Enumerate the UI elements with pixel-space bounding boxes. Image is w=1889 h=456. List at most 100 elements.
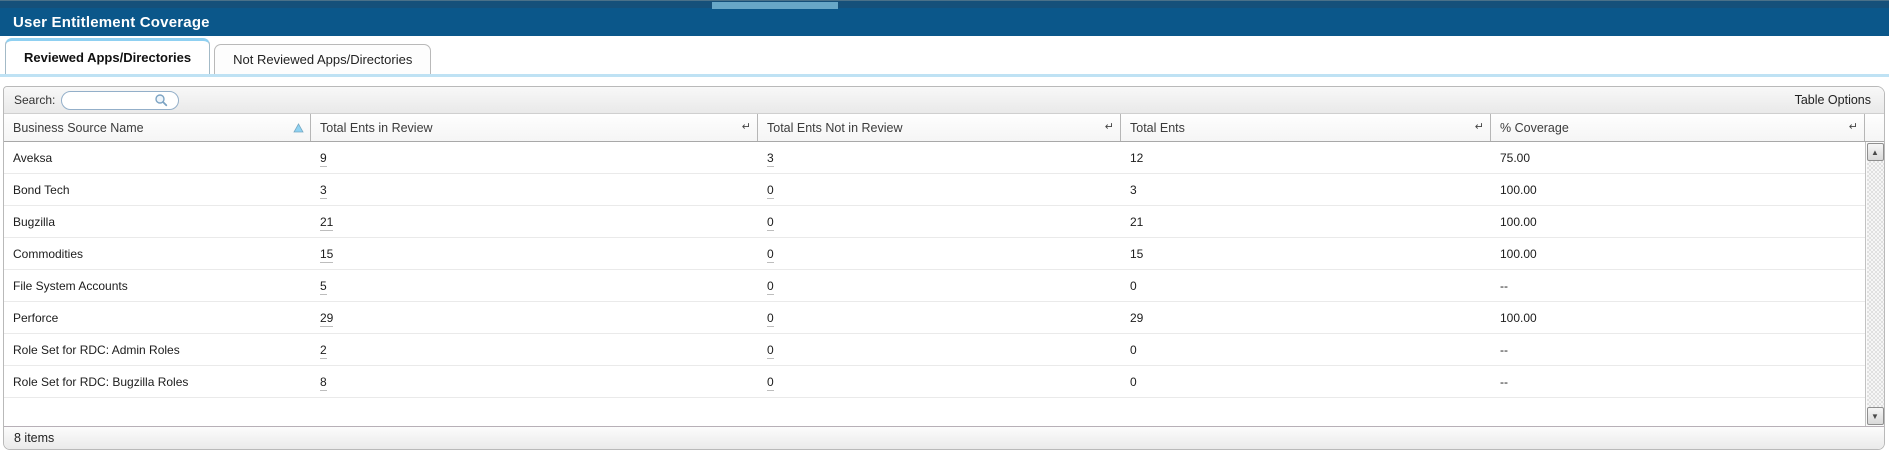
- total-ents-not-in-review-link[interactable]: 0: [767, 246, 774, 263]
- cell-total-ents-in-review: 29: [311, 310, 758, 327]
- cell-total-ents-not-in-review: 0: [758, 278, 1121, 295]
- column-menu-icon[interactable]: ↵: [1474, 121, 1484, 133]
- coverage-value: 100.00: [1500, 182, 1537, 197]
- column-label: Business Source Name: [13, 120, 144, 135]
- cell-business-source-name: Role Set for RDC: Bugzilla Roles: [4, 375, 311, 389]
- search-icon[interactable]: [154, 93, 168, 107]
- cell-total-ents-not-in-review: 0: [758, 214, 1121, 231]
- cell-percent-coverage: 100.00: [1491, 247, 1865, 261]
- coverage-value: --: [1500, 374, 1508, 389]
- column-header-total-ents-in-review[interactable]: Total Ents in Review ↵: [311, 114, 758, 141]
- total-ents-in-review-link[interactable]: 5: [320, 278, 327, 295]
- tab-not-reviewed-apps[interactable]: Not Reviewed Apps/Directories: [214, 44, 432, 74]
- title-bar: User Entitlement Coverage: [0, 8, 1889, 36]
- cell-total-ents: 0: [1121, 343, 1491, 357]
- table-row[interactable]: Perforce 29 0 29 100.00: [4, 302, 1865, 334]
- total-ents-value: 21: [1130, 214, 1144, 229]
- business-source-name: Role Set for RDC: Admin Roles: [13, 342, 180, 357]
- cell-total-ents-in-review: 21: [311, 214, 758, 231]
- coverage-value: 75.00: [1500, 150, 1531, 165]
- column-header-business-source-name[interactable]: Business Source Name: [4, 114, 311, 141]
- column-menu-icon[interactable]: ↵: [1104, 121, 1114, 133]
- scroll-up-icon: ▲: [1871, 147, 1879, 157]
- table-row[interactable]: Commodities 15 0 15 100.00: [4, 238, 1865, 270]
- cell-percent-coverage: 100.00: [1491, 183, 1865, 197]
- table-row[interactable]: Bugzilla 21 0 21 100.00: [4, 206, 1865, 238]
- column-menu-icon[interactable]: ↵: [741, 121, 751, 133]
- tab-label: Reviewed Apps/Directories: [24, 50, 192, 65]
- cell-total-ents-in-review: 15: [311, 246, 758, 263]
- table-row[interactable]: File System Accounts 5 0 0 --: [4, 270, 1865, 302]
- scrollbar-track[interactable]: [1866, 161, 1884, 407]
- coverage-value: 100.00: [1500, 310, 1537, 325]
- cell-percent-coverage: --: [1491, 343, 1865, 357]
- cell-total-ents-in-review: 3: [311, 182, 758, 199]
- column-header-percent-coverage[interactable]: % Coverage ↵: [1491, 114, 1865, 141]
- table-row[interactable]: Role Set for RDC: Admin Roles 2 0 0 --: [4, 334, 1865, 366]
- cell-total-ents-not-in-review: 0: [758, 246, 1121, 263]
- business-source-name: Role Set for RDC: Bugzilla Roles: [13, 374, 189, 389]
- cell-total-ents: 29: [1121, 311, 1491, 325]
- coverage-value: 100.00: [1500, 246, 1537, 261]
- scroll-up-button[interactable]: ▲: [1866, 143, 1884, 161]
- total-ents-value: 0: [1130, 342, 1137, 357]
- cell-total-ents-in-review: 2: [311, 342, 758, 359]
- business-source-name: Bugzilla: [13, 214, 56, 229]
- coverage-value: --: [1500, 278, 1508, 293]
- top-nav-selected-item[interactable]: [712, 2, 838, 9]
- cell-total-ents: 3: [1121, 183, 1491, 197]
- cell-total-ents-in-review: 9: [311, 150, 758, 167]
- search-input[interactable]: [62, 93, 155, 107]
- scroll-down-button[interactable]: ▼: [1866, 407, 1884, 425]
- top-navigation-strip: [0, 0, 1889, 9]
- column-label: Total Ents in Review: [320, 120, 433, 135]
- cell-business-source-name: Commodities: [4, 247, 311, 261]
- total-ents-in-review-link[interactable]: 15: [320, 246, 334, 263]
- total-ents-in-review-link[interactable]: 9: [320, 150, 327, 167]
- column-label: Total Ents Not in Review: [767, 120, 903, 135]
- column-menu-icon[interactable]: ↵: [1848, 121, 1858, 133]
- column-header-total-ents-not-in-review[interactable]: Total Ents Not in Review ↵: [758, 114, 1121, 141]
- business-source-name: Aveksa: [13, 150, 53, 165]
- total-ents-in-review-link[interactable]: 29: [320, 310, 334, 327]
- search-box: [61, 90, 180, 110]
- cell-total-ents: 15: [1121, 247, 1491, 261]
- total-ents-in-review-link[interactable]: 8: [320, 374, 327, 391]
- tab-reviewed-apps[interactable]: Reviewed Apps/Directories: [5, 38, 211, 74]
- cell-total-ents-not-in-review: 0: [758, 182, 1121, 199]
- total-ents-not-in-review-link[interactable]: 0: [767, 310, 774, 327]
- cell-percent-coverage: --: [1491, 375, 1865, 389]
- cell-percent-coverage: 100.00: [1491, 311, 1865, 325]
- total-ents-not-in-review-link[interactable]: 0: [767, 182, 774, 199]
- cell-percent-coverage: 100.00: [1491, 215, 1865, 229]
- total-ents-value: 12: [1130, 150, 1144, 165]
- table-row[interactable]: Aveksa 9 3 12 75.00: [4, 142, 1865, 174]
- total-ents-not-in-review-link[interactable]: 0: [767, 374, 774, 391]
- cell-business-source-name: Bond Tech: [4, 183, 311, 197]
- cell-total-ents: 0: [1121, 279, 1491, 293]
- cell-percent-coverage: --: [1491, 279, 1865, 293]
- total-ents-not-in-review-link[interactable]: 3: [767, 150, 774, 167]
- tab-divider-rule: [0, 74, 1889, 77]
- total-ents-not-in-review-link[interactable]: 0: [767, 278, 774, 295]
- header-scrollbar-spacer: [1865, 114, 1884, 141]
- total-ents-not-in-review-link[interactable]: 0: [767, 342, 774, 359]
- total-ents-in-review-link[interactable]: 3: [320, 182, 327, 199]
- table-body: Aveksa 9 3 12 75.00 Bond Tech 3 0 3 100.…: [4, 142, 1865, 426]
- vertical-scrollbar[interactable]: ▲ ▼: [1865, 142, 1884, 426]
- table-body-area: Aveksa 9 3 12 75.00 Bond Tech 3 0 3 100.…: [4, 142, 1884, 426]
- cell-total-ents-not-in-review: 0: [758, 342, 1121, 359]
- total-ents-not-in-review-link[interactable]: 0: [767, 214, 774, 231]
- table-panel: Search: Table Options Business Source Na…: [3, 86, 1885, 450]
- cell-total-ents-not-in-review: 3: [758, 150, 1121, 167]
- table-row[interactable]: Role Set for RDC: Bugzilla Roles 8 0 0 -…: [4, 366, 1865, 398]
- table-row[interactable]: Bond Tech 3 0 3 100.00: [4, 174, 1865, 206]
- sort-ascending-icon[interactable]: [293, 122, 304, 133]
- cell-percent-coverage: 75.00: [1491, 151, 1865, 165]
- total-ents-in-review-link[interactable]: 2: [320, 342, 327, 359]
- table-options-button[interactable]: Table Options: [1794, 93, 1871, 107]
- business-source-name: Commodities: [13, 246, 84, 261]
- column-header-total-ents[interactable]: Total Ents ↵: [1121, 114, 1491, 141]
- total-ents-in-review-link[interactable]: 21: [320, 214, 334, 231]
